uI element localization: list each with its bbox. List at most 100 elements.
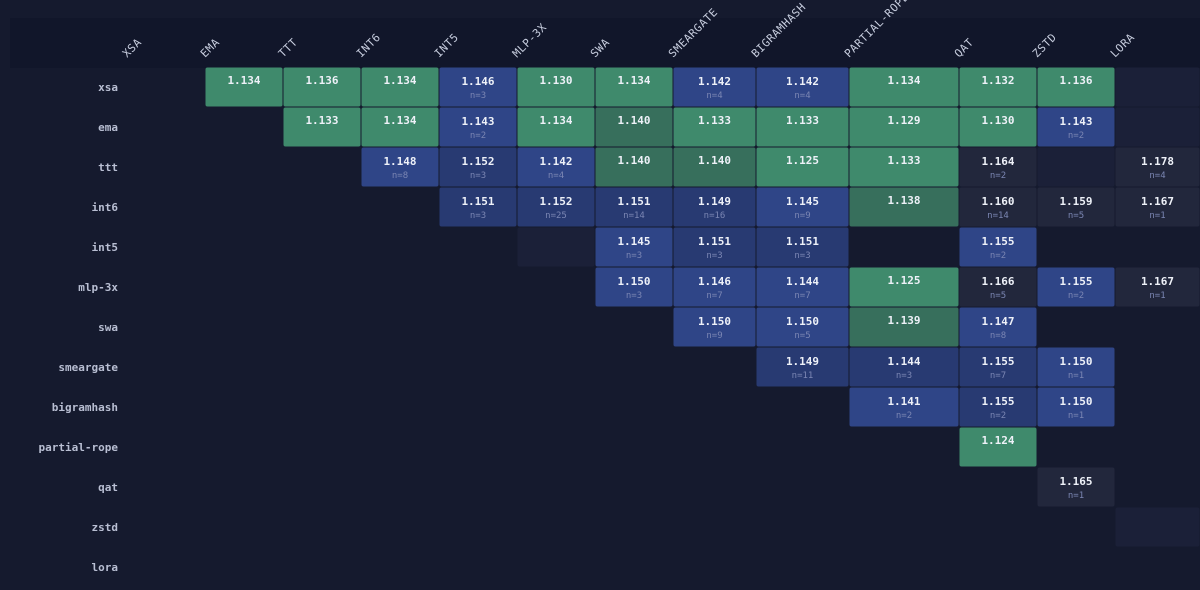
cell-sample-count: n=5 — [990, 291, 1006, 301]
cell-ema-bigramhash[interactable]: 1.133 — [756, 107, 849, 147]
cell-smeargate-partial-rope[interactable]: 1.144 n=3 — [849, 347, 959, 387]
cell-background — [849, 267, 959, 307]
cell-ema-qat[interactable]: 1.130 — [959, 107, 1037, 147]
cell-xsa-zstd[interactable]: 1.136 — [1037, 67, 1115, 107]
cell-value: 1.146 — [461, 75, 494, 88]
cell-value: 1.144 — [887, 355, 920, 368]
cell-smeargate-zstd[interactable]: 1.150 n=1 — [1037, 347, 1115, 387]
cell-ttt-bigramhash[interactable]: 1.125 — [756, 147, 849, 187]
cell-int5-qat[interactable]: 1.155 n=2 — [959, 227, 1037, 267]
cell-bigramhash-partial-rope[interactable]: 1.141 n=2 — [849, 387, 959, 427]
column-header-band — [10, 18, 1200, 68]
cell-ttt-smeargate[interactable]: 1.140 — [673, 147, 756, 187]
cell-ttt-swa[interactable]: 1.140 — [595, 147, 673, 187]
cell-background — [959, 107, 1037, 147]
cell-background — [1115, 187, 1200, 227]
cell-smeargate-qat[interactable]: 1.155 n=7 — [959, 347, 1037, 387]
cell-ema-int6[interactable]: 1.134 — [361, 107, 439, 147]
cell-xsa-qat[interactable]: 1.132 — [959, 67, 1037, 107]
cell-int6-smeargate[interactable]: 1.149 n=16 — [673, 187, 756, 227]
cell-xsa-int5[interactable]: 1.146 n=3 — [439, 67, 517, 107]
cell-int5-mlp-3x[interactable] — [517, 227, 595, 267]
cell-int6-int5[interactable]: 1.151 n=3 — [439, 187, 517, 227]
cell-ema-partial-rope[interactable]: 1.129 — [849, 107, 959, 147]
cell-mlp-3x-zstd[interactable]: 1.155 n=2 — [1037, 267, 1115, 307]
cell-xsa-smeargate[interactable]: 1.142 n=4 — [673, 67, 756, 107]
cell-value: 1.133 — [887, 154, 920, 167]
cell-ttt-int5[interactable]: 1.152 n=3 — [439, 147, 517, 187]
cell-background — [849, 387, 959, 427]
cell-background — [1037, 267, 1115, 307]
cell-int6-zstd[interactable]: 1.159 n=5 — [1037, 187, 1115, 227]
cell-ema-smeargate[interactable]: 1.133 — [673, 107, 756, 147]
cell-xsa-ttt[interactable]: 1.136 — [283, 67, 361, 107]
cell-mlp-3x-lora[interactable]: 1.167 n=1 — [1115, 267, 1200, 307]
cell-value: 1.130 — [981, 114, 1014, 127]
cell-int6-mlp-3x[interactable]: 1.152 n=25 — [517, 187, 595, 227]
cell-xsa-mlp-3x[interactable]: 1.130 — [517, 67, 595, 107]
cell-mlp-3x-smeargate[interactable]: 1.146 n=7 — [673, 267, 756, 307]
cell-background — [959, 307, 1037, 347]
cell-ema-lora[interactable] — [1115, 107, 1200, 147]
cell-value: 1.149 — [698, 195, 731, 208]
cell-ttt-int6[interactable]: 1.148 n=8 — [361, 147, 439, 187]
cell-int6-swa[interactable]: 1.151 n=14 — [595, 187, 673, 227]
cell-value: 1.149 — [786, 355, 819, 368]
cell-mlp-3x-qat[interactable]: 1.166 n=5 — [959, 267, 1037, 307]
cell-ema-int5[interactable]: 1.143 n=2 — [439, 107, 517, 147]
cell-background — [756, 267, 849, 307]
cell-value: 1.134 — [887, 74, 920, 87]
cell-bigramhash-zstd[interactable]: 1.150 n=1 — [1037, 387, 1115, 427]
cell-value: 1.152 — [461, 155, 494, 168]
cell-mlp-3x-partial-rope[interactable]: 1.125 — [849, 267, 959, 307]
cell-xsa-swa[interactable]: 1.134 — [595, 67, 673, 107]
cell-partial-rope-qat[interactable]: 1.124 — [959, 427, 1037, 467]
cell-background — [756, 107, 849, 147]
row-label-mlp-3x: mlp-3x — [78, 281, 118, 294]
cell-bigramhash-qat[interactable]: 1.155 n=2 — [959, 387, 1037, 427]
cell-swa-bigramhash[interactable]: 1.150 n=5 — [756, 307, 849, 347]
cell-ema-ttt[interactable]: 1.133 — [283, 107, 361, 147]
cell-value: 1.125 — [786, 154, 819, 167]
cell-int5-bigramhash[interactable]: 1.151 n=3 — [756, 227, 849, 267]
cell-background — [1037, 67, 1115, 107]
cell-ttt-lora[interactable]: 1.178 n=4 — [1115, 147, 1200, 187]
cell-mlp-3x-swa[interactable]: 1.150 n=3 — [595, 267, 673, 307]
cell-ttt-qat[interactable]: 1.164 n=2 — [959, 147, 1037, 187]
cell-int6-bigramhash[interactable]: 1.145 n=9 — [756, 187, 849, 227]
cell-value: 1.155 — [1059, 275, 1092, 288]
cell-int6-lora[interactable]: 1.167 n=1 — [1115, 187, 1200, 227]
cell-value: 1.130 — [539, 74, 572, 87]
cell-swa-partial-rope[interactable]: 1.139 — [849, 307, 959, 347]
cell-ttt-mlp-3x[interactable]: 1.142 n=4 — [517, 147, 595, 187]
cell-int5-swa[interactable]: 1.145 n=3 — [595, 227, 673, 267]
cell-mlp-3x-bigramhash[interactable]: 1.144 n=7 — [756, 267, 849, 307]
cell-ttt-zstd[interactable] — [1037, 147, 1115, 187]
cell-xsa-partial-rope[interactable]: 1.134 — [849, 67, 959, 107]
cell-xsa-bigramhash[interactable]: 1.142 n=4 — [756, 67, 849, 107]
cell-background — [849, 147, 959, 187]
cell-qat-zstd[interactable]: 1.165 n=1 — [1037, 467, 1115, 507]
row-label-ttt: ttt — [98, 161, 118, 174]
cell-ema-swa[interactable]: 1.140 — [595, 107, 673, 147]
cell-int6-qat[interactable]: 1.160 n=14 — [959, 187, 1037, 227]
cell-background — [1037, 107, 1115, 147]
cell-value: 1.148 — [383, 155, 416, 168]
cell-xsa-int6[interactable]: 1.134 — [361, 67, 439, 107]
cell-background — [1037, 147, 1115, 187]
cell-int6-partial-rope[interactable]: 1.138 — [849, 187, 959, 227]
cell-zstd-lora[interactable] — [1115, 507, 1200, 547]
cell-background — [595, 187, 673, 227]
cell-swa-smeargate[interactable]: 1.150 n=9 — [673, 307, 756, 347]
cell-ttt-partial-rope[interactable]: 1.133 — [849, 147, 959, 187]
cell-background — [849, 67, 959, 107]
cell-int5-smeargate[interactable]: 1.151 n=3 — [673, 227, 756, 267]
cell-xsa-ema[interactable]: 1.134 — [205, 67, 283, 107]
cell-xsa-lora[interactable] — [1115, 67, 1200, 107]
cell-background — [205, 67, 283, 107]
cell-smeargate-bigramhash[interactable]: 1.149 n=11 — [756, 347, 849, 387]
cell-value: 1.136 — [1059, 74, 1092, 87]
cell-ema-mlp-3x[interactable]: 1.134 — [517, 107, 595, 147]
cell-ema-zstd[interactable]: 1.143 n=2 — [1037, 107, 1115, 147]
cell-swa-qat[interactable]: 1.147 n=8 — [959, 307, 1037, 347]
